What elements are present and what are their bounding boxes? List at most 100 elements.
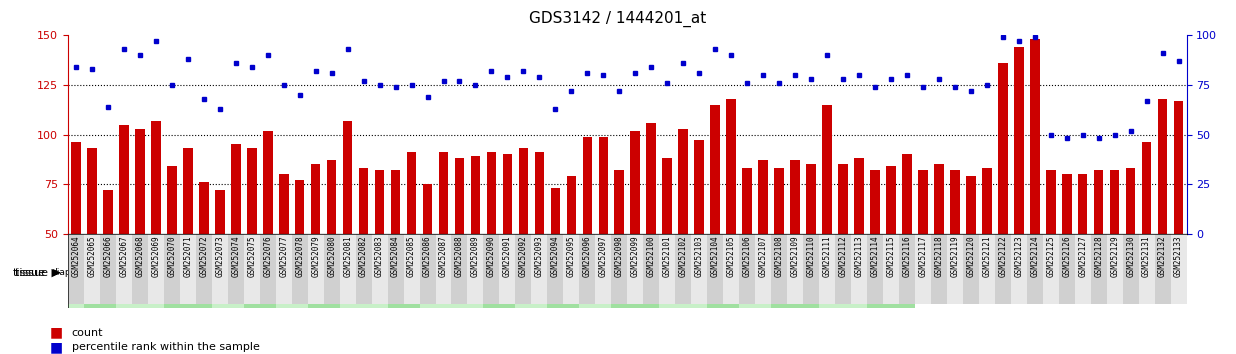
- Text: GSM252106: GSM252106: [743, 236, 751, 278]
- Bar: [375, 170, 384, 234]
- FancyBboxPatch shape: [819, 234, 836, 304]
- FancyBboxPatch shape: [691, 234, 707, 304]
- FancyBboxPatch shape: [211, 237, 243, 308]
- Text: seminal
vesicle: seminal vesicle: [514, 263, 549, 282]
- Text: GSM252105: GSM252105: [727, 236, 735, 278]
- FancyBboxPatch shape: [164, 234, 180, 304]
- FancyBboxPatch shape: [564, 234, 580, 304]
- FancyBboxPatch shape: [164, 237, 211, 308]
- FancyBboxPatch shape: [148, 234, 164, 304]
- Bar: [407, 152, 417, 234]
- FancyBboxPatch shape: [467, 234, 483, 304]
- Bar: [295, 180, 304, 234]
- Text: GSM252088: GSM252088: [455, 236, 464, 278]
- Text: GSM252096: GSM252096: [583, 236, 592, 278]
- Text: GSM252086: GSM252086: [423, 236, 433, 278]
- Text: count: count: [72, 328, 103, 338]
- Text: GSM252078: GSM252078: [295, 236, 304, 278]
- FancyBboxPatch shape: [356, 234, 372, 304]
- Text: salivary
gland: salivary gland: [482, 263, 517, 282]
- FancyBboxPatch shape: [612, 234, 628, 304]
- Bar: [471, 156, 481, 234]
- Text: GSM252114: GSM252114: [870, 236, 880, 278]
- Bar: [279, 174, 288, 234]
- Text: GSM252116: GSM252116: [902, 236, 911, 278]
- Bar: [1126, 168, 1136, 234]
- Bar: [326, 160, 336, 234]
- Text: GSM252072: GSM252072: [199, 236, 209, 278]
- Text: GSM252133: GSM252133: [1174, 236, 1183, 278]
- Bar: [646, 122, 656, 234]
- FancyBboxPatch shape: [866, 234, 883, 304]
- Text: kidney: kidney: [277, 268, 307, 277]
- Bar: [358, 168, 368, 234]
- Bar: [391, 170, 400, 234]
- Bar: [1062, 174, 1072, 234]
- Text: small
intestine: small intestine: [664, 263, 703, 282]
- Text: GSM252094: GSM252094: [551, 236, 560, 278]
- FancyBboxPatch shape: [68, 237, 84, 308]
- Text: GSM252100: GSM252100: [646, 236, 656, 278]
- FancyBboxPatch shape: [931, 234, 947, 304]
- Bar: [1142, 142, 1152, 234]
- Text: GSM252081: GSM252081: [344, 236, 352, 278]
- Text: GSM252113: GSM252113: [854, 236, 864, 278]
- Bar: [886, 166, 896, 234]
- Bar: [247, 148, 257, 234]
- Text: GSM252085: GSM252085: [407, 236, 417, 278]
- Text: GSM252117: GSM252117: [918, 236, 927, 278]
- Bar: [1014, 47, 1023, 234]
- Text: GSM252064: GSM252064: [72, 236, 80, 278]
- Bar: [759, 160, 768, 234]
- FancyBboxPatch shape: [195, 234, 211, 304]
- Bar: [183, 148, 193, 234]
- Text: GSM252124: GSM252124: [1031, 236, 1039, 278]
- FancyBboxPatch shape: [739, 237, 771, 308]
- Bar: [630, 131, 640, 234]
- Text: GSM252075: GSM252075: [247, 236, 256, 278]
- Bar: [535, 152, 544, 234]
- FancyBboxPatch shape: [1059, 234, 1075, 304]
- Bar: [519, 148, 528, 234]
- Text: GSM252099: GSM252099: [630, 236, 640, 278]
- Bar: [727, 99, 735, 234]
- Text: percentile rank within the sample: percentile rank within the sample: [72, 342, 260, 352]
- Text: GSM252121: GSM252121: [983, 236, 991, 278]
- Text: tissue: tissue: [12, 268, 46, 278]
- Bar: [774, 168, 784, 234]
- FancyBboxPatch shape: [1090, 234, 1106, 304]
- Bar: [967, 176, 975, 234]
- FancyBboxPatch shape: [308, 234, 324, 304]
- Bar: [566, 176, 576, 234]
- FancyBboxPatch shape: [723, 234, 739, 304]
- Bar: [342, 121, 352, 234]
- Text: GSM252120: GSM252120: [967, 236, 975, 278]
- Bar: [918, 170, 928, 234]
- FancyBboxPatch shape: [515, 237, 548, 308]
- FancyBboxPatch shape: [995, 234, 1011, 304]
- Text: GSM252125: GSM252125: [1046, 236, 1056, 278]
- Bar: [598, 137, 608, 234]
- FancyBboxPatch shape: [531, 234, 548, 304]
- Bar: [1174, 101, 1183, 234]
- Bar: [550, 188, 560, 234]
- FancyBboxPatch shape: [1106, 234, 1122, 304]
- FancyBboxPatch shape: [739, 234, 755, 304]
- FancyBboxPatch shape: [755, 234, 771, 304]
- Text: adipose
tissue: adipose tissue: [386, 263, 421, 282]
- FancyBboxPatch shape: [116, 234, 132, 304]
- FancyBboxPatch shape: [771, 234, 787, 304]
- FancyBboxPatch shape: [979, 234, 995, 304]
- FancyBboxPatch shape: [340, 237, 388, 308]
- Text: GSM252115: GSM252115: [886, 236, 895, 278]
- FancyBboxPatch shape: [1011, 234, 1027, 304]
- FancyBboxPatch shape: [803, 234, 819, 304]
- Bar: [695, 141, 705, 234]
- Text: thymus: thymus: [546, 268, 580, 277]
- Bar: [806, 164, 816, 234]
- Text: GSM252126: GSM252126: [1062, 236, 1072, 278]
- Text: GSM252130: GSM252130: [1126, 236, 1135, 278]
- FancyBboxPatch shape: [435, 234, 451, 304]
- Bar: [662, 158, 672, 234]
- Bar: [439, 152, 449, 234]
